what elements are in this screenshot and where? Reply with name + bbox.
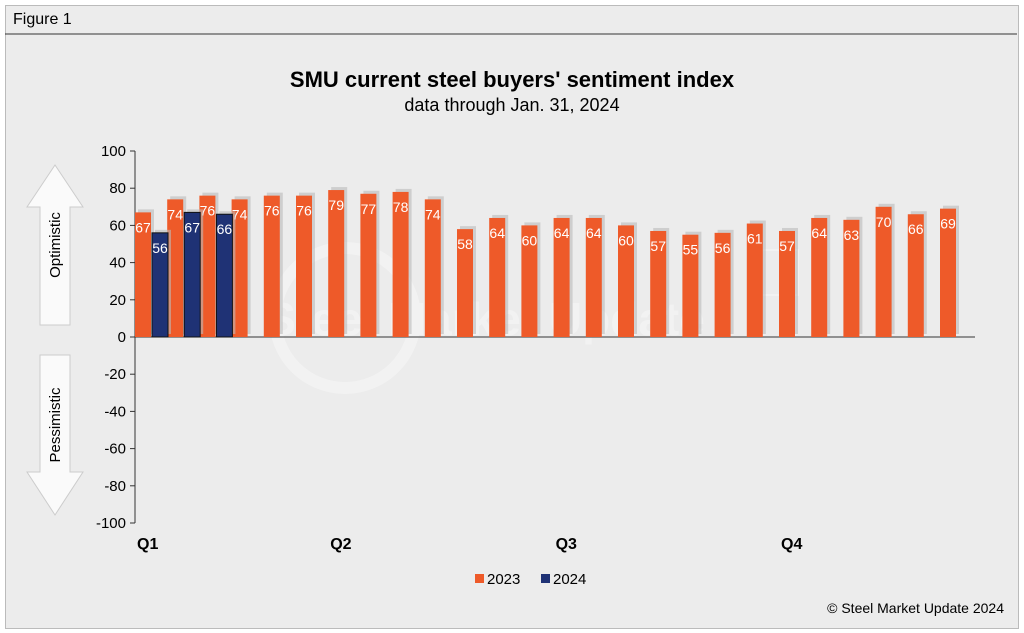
- legend-label: 2024: [553, 571, 586, 588]
- bar-2023: [231, 199, 248, 337]
- data-label: 60: [522, 232, 538, 248]
- data-label: 61: [747, 231, 763, 247]
- y-tick-label: 80: [109, 180, 126, 197]
- bar-2023: [746, 223, 763, 337]
- y-tick-label: 100: [101, 143, 126, 160]
- bar-2023: [779, 230, 795, 337]
- data-label: 78: [393, 199, 409, 215]
- y-tick-label: 0: [118, 329, 126, 346]
- bar-2023: [296, 195, 312, 337]
- y-tick-label: -60: [104, 441, 126, 458]
- data-label: 77: [361, 201, 377, 217]
- data-label: 64: [811, 225, 827, 241]
- bar-2023: [650, 230, 667, 337]
- data-label: 79: [328, 197, 344, 213]
- bar-2023: [875, 206, 892, 337]
- data-label: 74: [232, 206, 248, 222]
- quarter-label: Q3: [556, 536, 577, 553]
- bar-2023: [457, 229, 473, 337]
- data-label: 66: [217, 221, 233, 237]
- data-label: 56: [715, 240, 731, 256]
- copyright: © Steel Market Update 2024: [827, 600, 1004, 616]
- data-label: 57: [779, 238, 795, 254]
- bar-2023: [714, 232, 731, 337]
- bar-2023: [940, 208, 956, 337]
- bar-2023: [360, 193, 377, 337]
- optimistic-arrow-icon: [26, 164, 84, 326]
- data-label: 57: [650, 238, 666, 254]
- data-label: 69: [940, 216, 956, 232]
- data-label: 64: [489, 225, 505, 241]
- y-tick-label: 40: [109, 255, 126, 272]
- chart-subtitle: data through Jan. 31, 2024: [404, 95, 619, 115]
- y-tick-label: -40: [104, 403, 126, 420]
- chart-title: SMU current steel buyers' sentiment inde…: [290, 67, 735, 92]
- bar-2023: [682, 234, 699, 337]
- bar-2023: [553, 217, 570, 337]
- bar-2023: [135, 212, 151, 337]
- data-label: 64: [586, 225, 602, 241]
- data-label: 67: [135, 219, 151, 235]
- y-tick-label: -20: [104, 366, 126, 383]
- bar-2023: [199, 195, 216, 337]
- data-label: 67: [184, 219, 200, 235]
- data-label: 55: [683, 242, 699, 258]
- y-tick-label: -80: [104, 478, 126, 495]
- bar-2023: [263, 195, 280, 337]
- data-label: 56: [152, 240, 168, 256]
- y-tick-label: 60: [109, 217, 126, 234]
- bar-2023: [521, 225, 538, 337]
- bar-2023: [585, 217, 602, 337]
- data-label: 76: [200, 203, 216, 219]
- quarter-label: Q1: [137, 536, 158, 553]
- pessimistic-arrow-icon: [26, 354, 84, 516]
- bar-2024: [183, 211, 201, 338]
- quarter-label: Q4: [781, 536, 802, 553]
- quarter-label: Q2: [330, 536, 351, 553]
- data-label: 74: [167, 206, 183, 222]
- data-label: 76: [264, 203, 280, 219]
- data-label: 74: [425, 206, 441, 222]
- legend-swatch-2023: [475, 574, 484, 583]
- data-label: 60: [618, 232, 634, 248]
- bar-2023: [167, 199, 184, 337]
- y-tick-label: 20: [109, 292, 126, 309]
- y-tick-label: -100: [96, 515, 126, 532]
- optimistic-label: Optimistic: [47, 212, 64, 278]
- bar-2023: [328, 190, 345, 337]
- bar-2023: [907, 214, 924, 337]
- bar-2024: [215, 213, 233, 338]
- bar-2023: [392, 191, 409, 337]
- bar-2023: [618, 225, 634, 337]
- legend-label: 2023: [487, 571, 520, 588]
- bar-2023: [843, 219, 860, 337]
- data-label: 64: [554, 225, 570, 241]
- data-label: 76: [296, 203, 312, 219]
- bar-2023: [424, 199, 441, 337]
- data-label: 63: [844, 227, 860, 243]
- bar-2023: [811, 217, 828, 337]
- data-label: 70: [876, 214, 892, 230]
- data-label: 66: [908, 221, 924, 237]
- pessimistic-label: Pessimistic: [47, 387, 64, 463]
- bar-2024: [151, 232, 169, 338]
- figure-label: Figure 1: [13, 11, 72, 28]
- data-label: 58: [457, 236, 473, 252]
- bar-2023: [489, 217, 506, 337]
- legend-swatch-2024: [541, 574, 550, 583]
